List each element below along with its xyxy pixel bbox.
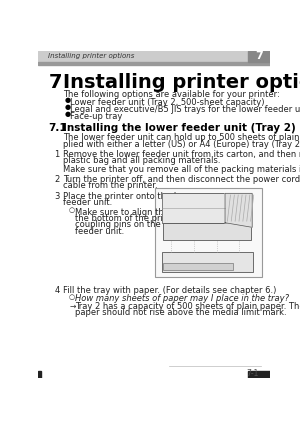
Text: feeder unit.: feeder unit. — [63, 198, 112, 207]
Text: Lower feeder unit (Tray 2, 500-sheet capacity): Lower feeder unit (Tray 2, 500-sheet cap… — [70, 98, 265, 107]
Text: plied with either a letter (US) or A4 (Europe) tray (Tray 2).: plied with either a letter (US) or A4 (E… — [63, 139, 300, 149]
Text: 7: 7 — [48, 74, 62, 92]
Text: How many sheets of paper may I place in the tray?: How many sheets of paper may I place in … — [75, 295, 289, 303]
Text: 4: 4 — [55, 286, 60, 295]
Text: 3: 3 — [55, 192, 60, 201]
Bar — [248, 371, 270, 378]
Text: Installing the lower feeder unit (Tray 2)  ✂: Installing the lower feeder unit (Tray 2… — [63, 122, 300, 133]
Text: Face-up tray: Face-up tray — [70, 112, 122, 121]
Text: Place the printer onto the lower: Place the printer onto the lower — [63, 192, 197, 201]
Bar — [155, 188, 262, 277]
Text: Make sure to align the holes on: Make sure to align the holes on — [75, 208, 207, 217]
Text: ○: ○ — [68, 207, 75, 213]
Text: the bottom of the printer with the: the bottom of the printer with the — [75, 214, 217, 223]
Text: 2: 2 — [55, 175, 60, 184]
Text: feeder unit.: feeder unit. — [75, 227, 124, 235]
Text: Fill the tray with paper. (For details see chapter 6.): Fill the tray with paper. (For details s… — [63, 286, 277, 295]
Polygon shape — [225, 193, 252, 227]
Bar — [38, 371, 40, 378]
Text: ●: ● — [64, 97, 71, 103]
Bar — [161, 252, 253, 272]
Text: 1: 1 — [55, 150, 60, 159]
Bar — [161, 193, 251, 223]
Bar — [163, 223, 251, 240]
Bar — [38, 51, 270, 62]
Bar — [248, 51, 270, 62]
Text: Turn the printer off, and then disconnect the power cord and interface: Turn the printer off, and then disconnec… — [63, 175, 300, 184]
Text: 7.1: 7.1 — [48, 122, 67, 133]
Text: ○: ○ — [68, 294, 75, 300]
Text: 7-1: 7-1 — [246, 369, 258, 378]
Text: The following options are available for your printer:: The following options are available for … — [63, 90, 280, 99]
Text: Remove the lower feeder unit from its carton, and then remove the: Remove the lower feeder unit from its ca… — [63, 150, 300, 159]
Text: Make sure that you remove all of the packing materials inside the unit.: Make sure that you remove all of the pac… — [63, 165, 300, 174]
Bar — [38, 62, 270, 65]
Text: coupling pins on the lower: coupling pins on the lower — [75, 221, 186, 230]
Text: 7: 7 — [255, 51, 263, 61]
Text: paper should not rise above the media limit mark.: paper should not rise above the media li… — [75, 308, 286, 317]
Text: Installing printer options: Installing printer options — [63, 74, 300, 92]
Bar — [163, 263, 233, 270]
Text: ●: ● — [64, 111, 71, 117]
Text: →: → — [69, 301, 76, 310]
Text: cable from the printer.: cable from the printer. — [63, 181, 158, 190]
Text: plastic bag and all packing materials.: plastic bag and all packing materials. — [63, 156, 220, 165]
Text: The lower feeder unit can hold up to 500 sheets of plain paper. It is sup-: The lower feeder unit can hold up to 500… — [63, 133, 300, 142]
Text: Installing printer options: Installing printer options — [48, 53, 135, 60]
Text: Tray 2 has a capacity of 500 sheets of plain paper. The stack of: Tray 2 has a capacity of 500 sheets of p… — [75, 302, 300, 311]
Text: ●: ● — [64, 104, 71, 110]
Text: Legal and executive/B5 JIS trays for the lower feeder unit: Legal and executive/B5 JIS trays for the… — [70, 105, 300, 114]
